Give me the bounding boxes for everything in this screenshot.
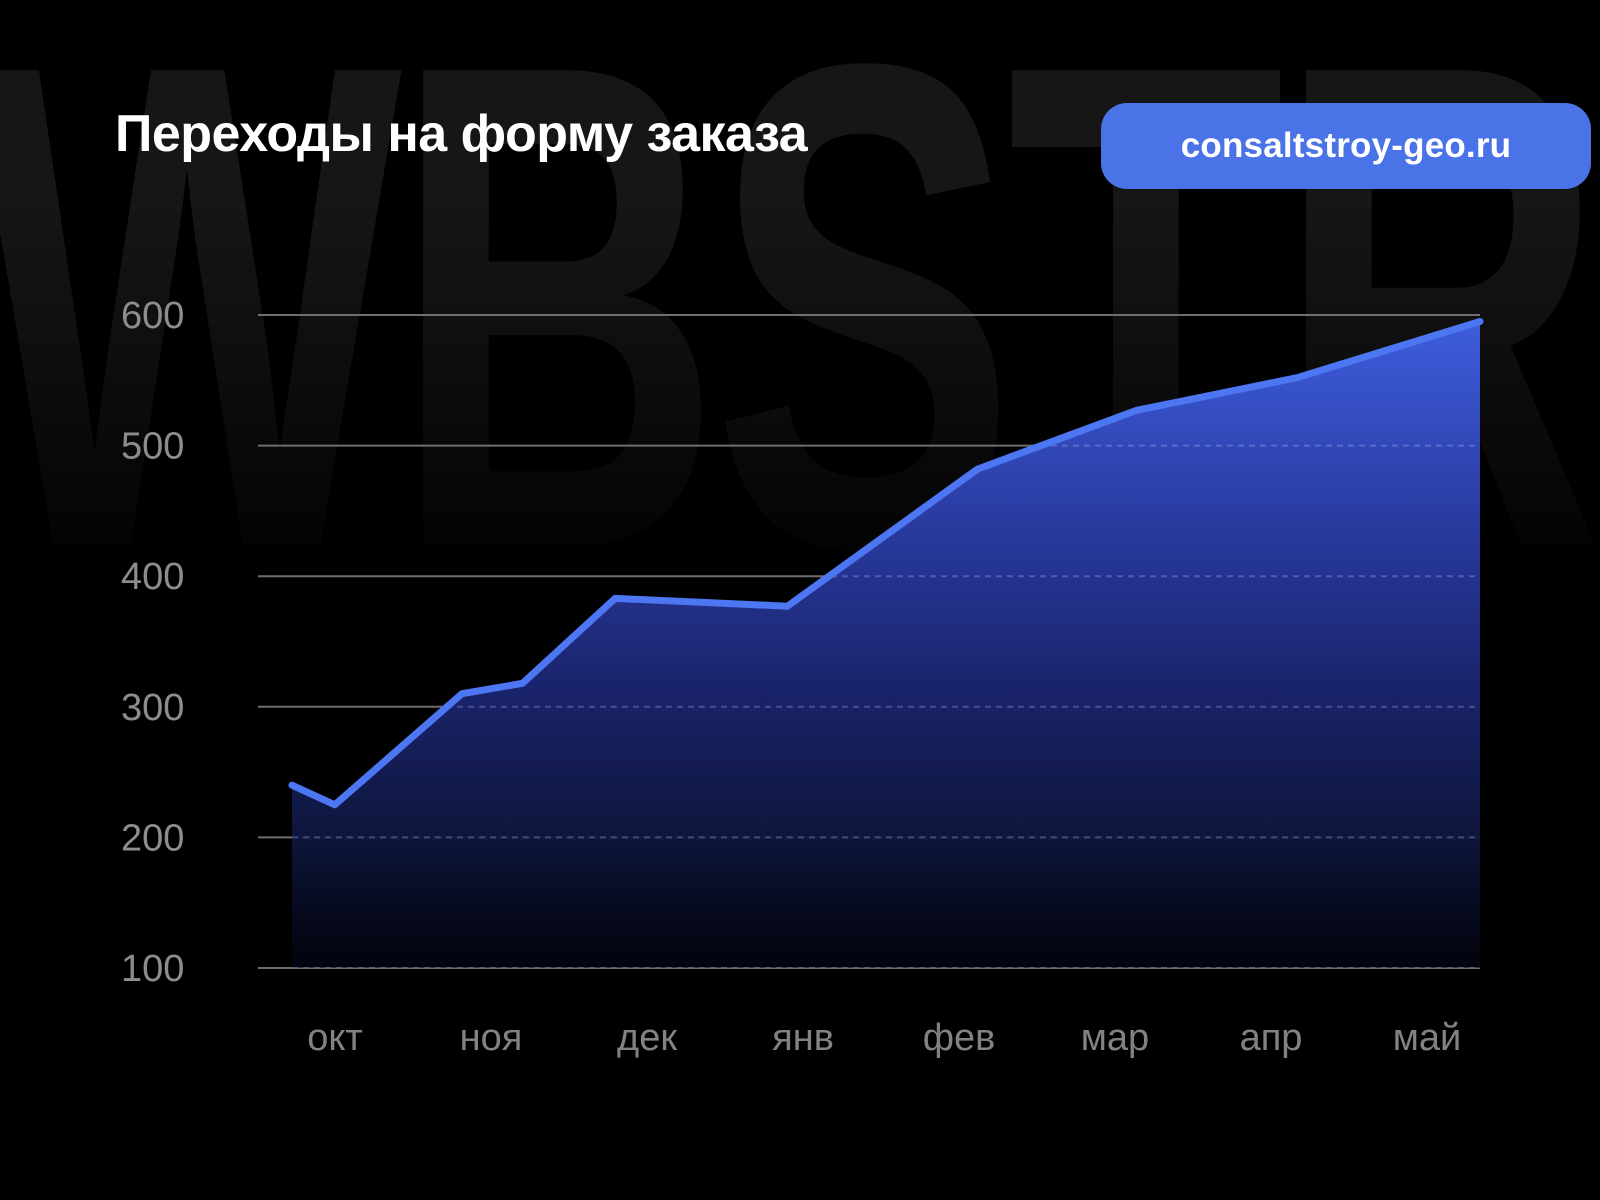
domain-badge-label: consaltstroy-geo.ru xyxy=(1180,126,1512,165)
trend-line xyxy=(288,318,1484,809)
y-tick-label-200: 200 xyxy=(121,817,184,859)
y-tick-label-600: 600 xyxy=(121,295,184,337)
x-tick-label-2: дек xyxy=(617,1017,677,1059)
domain-badge[interactable]: consaltstroy-geo.ru xyxy=(1101,103,1591,189)
x-tick-label-7: май xyxy=(1393,1017,1462,1059)
area-fill xyxy=(292,321,1480,968)
x-tick-label-0: окт xyxy=(307,1017,363,1059)
y-tick-label-500: 500 xyxy=(121,426,184,468)
y-tick-label-400: 400 xyxy=(121,556,184,598)
y-tick-label-300: 300 xyxy=(121,687,184,729)
y-tick-label-100: 100 xyxy=(121,948,184,990)
x-tick-label-5: мар xyxy=(1081,1017,1149,1059)
x-tick-label-6: апр xyxy=(1240,1017,1303,1059)
x-tick-label-4: фев xyxy=(923,1017,996,1059)
x-tick-label-1: ноя xyxy=(460,1017,523,1059)
page-title: Переходы на форму заказа xyxy=(115,105,808,163)
x-tick-label-3: янв xyxy=(772,1017,834,1059)
